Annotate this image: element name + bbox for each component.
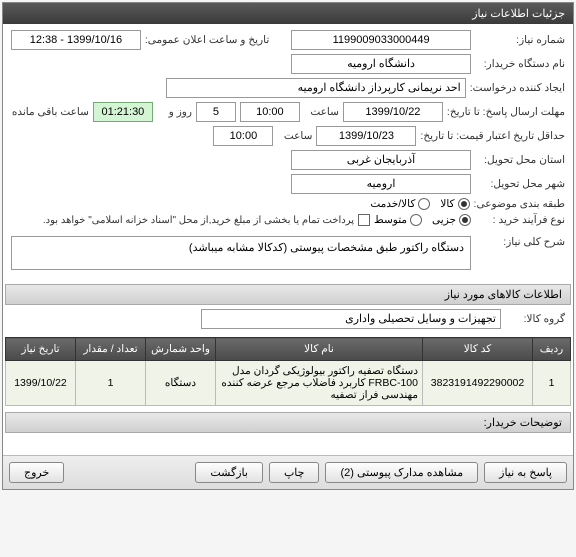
desc-field: دستگاه راکتور طبق مشخصات پیوستی (کدکالا …: [11, 236, 471, 270]
budget-service-label: کالا/خدمت: [370, 198, 415, 210]
buyer-notes-header: توضیحات خریدار:: [5, 412, 571, 433]
form-body: شماره نیاز: 1199009033000449 تاریخ و ساع…: [3, 24, 573, 280]
city-field: ارومیه: [291, 174, 471, 194]
items-table: ردیف کد کالا نام کالا واحد شمارش تعداد /…: [5, 337, 571, 406]
button-bar: پاسخ به نیاز مشاهده مدارک پیوستی (2) چاپ…: [3, 455, 573, 489]
process-radio-medium[interactable]: متوسط: [374, 214, 422, 226]
remain-time-field: 01:21:30: [93, 102, 153, 122]
process-medium-label: متوسط: [374, 214, 407, 226]
announce-label: تاریخ و ساعت اعلان عمومی:: [145, 34, 269, 46]
budget-radio-group: کالا کالا/خدمت: [370, 198, 469, 210]
col-unit: واحد شمارش: [146, 338, 216, 361]
buyer-field: دانشگاه ارومیه: [291, 54, 471, 74]
cell-date: 1399/10/22: [6, 361, 76, 406]
cell-name: دستگاه تصفیه راکتور بیولوژیکی گردان مدل …: [216, 361, 423, 406]
cell-qty: 1: [76, 361, 146, 406]
budget-radio-service[interactable]: کالا/خدمت: [370, 198, 430, 210]
docs-button[interactable]: مشاهده مدارک پیوستی (2): [325, 462, 478, 483]
table-header-row: ردیف کد کالا نام کالا واحد شمارش تعداد /…: [6, 338, 571, 361]
group-field: تجهیزات و وسایل تحصیلی واداری: [201, 309, 501, 329]
hour-label-2: ساعت: [277, 130, 312, 142]
budget-radio-kala[interactable]: کالا: [440, 198, 469, 210]
process-partial-label: جزیی: [432, 214, 456, 226]
budget-kala-label: کالا: [440, 198, 454, 210]
radio-icon: [458, 198, 470, 210]
min-valid-time-field: 10:00: [213, 126, 273, 146]
col-qty: تعداد / مقدار: [76, 338, 146, 361]
col-date: تاریخ نیاز: [6, 338, 76, 361]
province-field: آذربایجان غربی: [291, 150, 471, 170]
hour-label-1: ساعت: [304, 106, 339, 118]
creator-label: ایجاد کننده درخواست:: [470, 82, 565, 94]
need-no-field: 1199009033000449: [291, 30, 471, 50]
group-label: گروه کالا:: [505, 313, 565, 325]
desc-label: شرح کلی نیاز:: [475, 236, 565, 248]
col-row: ردیف: [533, 338, 571, 361]
cell-unit: دستگاه: [146, 361, 216, 406]
min-valid-date-field: 1399/10/23: [316, 126, 416, 146]
col-name: نام کالا: [216, 338, 423, 361]
province-label: استان محل تحویل:: [475, 154, 565, 166]
need-no-label: شماره نیاز:: [475, 34, 565, 46]
print-button[interactable]: چاپ: [269, 462, 320, 483]
exit-button[interactable]: خروج: [9, 462, 64, 483]
col-code: کد کالا: [423, 338, 533, 361]
treasury-checkbox[interactable]: [358, 214, 370, 226]
radio-icon: [418, 198, 430, 210]
panel-title: جزئیات اطلاعات نیاز: [3, 3, 573, 24]
min-valid-label: حداقل تاریخ اعتبار قیمت: تا تاریخ:: [420, 130, 565, 142]
desc-text: دستگاه راکتور طبق مشخصات پیوستی (کدکالا …: [189, 241, 464, 254]
items-section-header: اطلاعات کالاهای مورد نیاز: [5, 284, 571, 305]
radio-icon: [459, 214, 471, 226]
budget-label: طبقه بندی موضوعی:: [474, 198, 565, 210]
announce-field: 1399/10/16 - 12:38: [11, 30, 141, 50]
buyer-label: نام دستگاه خریدار:: [475, 58, 565, 70]
back-button[interactable]: بازگشت: [195, 462, 263, 483]
remain-label: ساعت باقی مانده: [12, 106, 89, 118]
pay-note: پرداخت تمام یا بخشی از مبلغ خرید,از محل …: [43, 215, 354, 226]
process-radio-group: جزیی متوسط: [374, 214, 471, 226]
radio-icon: [410, 214, 422, 226]
cell-row: 1: [533, 361, 571, 406]
process-label: نوع فرآیند خرید :: [475, 214, 565, 226]
creator-field: احد نریمانی کارپرداز دانشگاه ارومیه: [166, 78, 466, 98]
day-and-label: روز و: [157, 106, 192, 118]
cell-code: 3823191492290002: [423, 361, 533, 406]
reply-button[interactable]: پاسخ به نیاز: [484, 462, 567, 483]
days-field: 5: [196, 102, 236, 122]
process-radio-partial[interactable]: جزیی: [432, 214, 471, 226]
deadline-label: مهلت ارسال پاسخ: تا تاریخ:: [447, 106, 565, 118]
deadline-date-field: 1399/10/22: [343, 102, 443, 122]
main-panel: جزئیات اطلاعات نیاز شماره نیاز: 11990090…: [2, 2, 574, 490]
deadline-time-field: 10:00: [240, 102, 300, 122]
table-row[interactable]: 1 3823191492290002 دستگاه تصفیه راکتور ب…: [6, 361, 571, 406]
city-label: شهر محل تحویل:: [475, 178, 565, 190]
